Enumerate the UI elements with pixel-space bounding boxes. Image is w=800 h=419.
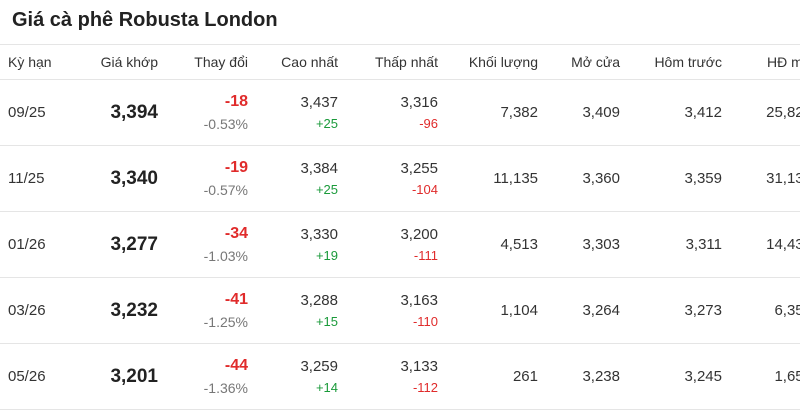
price-value: 3,394 bbox=[110, 101, 158, 123]
oi-cell: 1,657 bbox=[730, 343, 800, 410]
header-change: Thay đổi bbox=[166, 44, 256, 80]
table-header: Kỳ hạn Giá khớp Thay đổi Cao nhất Thấp n… bbox=[0, 44, 800, 80]
change-percent: -1.36% bbox=[203, 379, 248, 396]
price-table: Kỳ hạn Giá khớp Thay đổi Cao nhất Thấp n… bbox=[0, 44, 800, 410]
header-prev: Hôm trước bbox=[628, 44, 730, 80]
volume-cell: 7,382 bbox=[446, 79, 546, 146]
low-value: 3,200 bbox=[400, 225, 438, 243]
low-cell: 3,163 -110 bbox=[354, 290, 438, 332]
open-cell: 3,238 bbox=[546, 343, 628, 410]
header-oi: HĐ mở bbox=[730, 44, 800, 80]
high-value: 3,384 bbox=[300, 159, 338, 177]
high-cell: 3,288 +15 bbox=[264, 290, 338, 332]
term-cell: 03/26 bbox=[0, 277, 80, 344]
high-cell: 3,259 +14 bbox=[264, 356, 338, 398]
low-cell: 3,255 -104 bbox=[354, 158, 438, 200]
open-cell: 3,264 bbox=[546, 277, 628, 344]
low-value: 3,255 bbox=[400, 159, 438, 177]
volume-cell: 11,135 bbox=[446, 145, 546, 212]
volume-cell: 1,104 bbox=[446, 277, 546, 344]
change-value: -19 bbox=[224, 158, 248, 176]
low-value: 3,133 bbox=[400, 357, 438, 375]
price-value: 3,277 bbox=[110, 233, 158, 255]
header-price: Giá khớp bbox=[80, 44, 166, 80]
prev-cell: 3,311 bbox=[628, 211, 730, 278]
volume-cell: 4,513 bbox=[446, 211, 546, 278]
table-row: 05/26 3,201 -44 -1.36% 3,259 +14 3,133 -… bbox=[0, 343, 800, 410]
low-diff: -112 bbox=[412, 379, 438, 395]
high-value: 3,288 bbox=[300, 291, 338, 309]
low-cell: 3,133 -112 bbox=[354, 356, 438, 398]
low-cell: 3,316 -96 bbox=[354, 92, 438, 134]
header-volume: Khối lượng bbox=[446, 44, 546, 80]
high-cell: 3,384 +25 bbox=[264, 158, 338, 200]
term-cell: 05/26 bbox=[0, 343, 80, 410]
high-value: 3,259 bbox=[300, 357, 338, 375]
header-term: Kỳ hạn bbox=[0, 44, 80, 80]
high-cell: 3,437 +25 bbox=[264, 92, 338, 134]
open-cell: 3,409 bbox=[546, 79, 628, 146]
prev-cell: 3,359 bbox=[628, 145, 730, 212]
change-value: -18 bbox=[224, 92, 248, 110]
term-cell: 01/26 bbox=[0, 211, 80, 278]
change-cell: -19 -0.57% bbox=[174, 157, 248, 201]
table-row: 11/25 3,340 -19 -0.57% 3,384 +25 3,255 -… bbox=[0, 145, 800, 212]
high-diff: +19 bbox=[315, 247, 338, 263]
prev-cell: 3,412 bbox=[628, 79, 730, 146]
low-value: 3,163 bbox=[400, 291, 438, 309]
change-value: -41 bbox=[224, 290, 248, 308]
change-percent: -1.03% bbox=[203, 247, 248, 264]
header-open: Mở cửa bbox=[546, 44, 628, 80]
header-high: Cao nhất bbox=[256, 44, 346, 80]
header-row: Kỳ hạn Giá khớp Thay đổi Cao nhất Thấp n… bbox=[0, 44, 800, 80]
change-cell: -34 -1.03% bbox=[174, 223, 248, 267]
high-cell: 3,330 +19 bbox=[264, 224, 338, 266]
low-diff: -111 bbox=[413, 247, 438, 263]
low-diff: -96 bbox=[419, 115, 438, 131]
oi-cell: 31,136 bbox=[730, 145, 800, 212]
low-diff: -104 bbox=[411, 181, 438, 197]
low-value: 3,316 bbox=[400, 93, 438, 111]
table-row: 09/25 3,394 -18 -0.53% 3,437 +25 3,316 -… bbox=[0, 79, 800, 146]
high-diff: +25 bbox=[315, 115, 338, 131]
volume-cell: 261 bbox=[446, 343, 546, 410]
change-cell: -18 -0.53% bbox=[174, 91, 248, 135]
oi-cell: 6,353 bbox=[730, 277, 800, 344]
price-value: 3,340 bbox=[110, 167, 158, 189]
price-value: 3,201 bbox=[110, 365, 158, 387]
change-cell: -44 -1.36% bbox=[174, 355, 248, 399]
change-percent: -0.57% bbox=[203, 181, 248, 198]
change-value: -44 bbox=[224, 356, 248, 374]
low-diff: -110 bbox=[412, 313, 438, 329]
low-cell: 3,200 -111 bbox=[354, 224, 438, 266]
oi-cell: 14,438 bbox=[730, 211, 800, 278]
table-row: 03/26 3,232 -41 -1.25% 3,288 +15 3,163 -… bbox=[0, 277, 800, 344]
table-body: 09/25 3,394 -18 -0.53% 3,437 +25 3,316 -… bbox=[0, 79, 800, 410]
change-percent: -1.25% bbox=[203, 313, 248, 330]
change-percent: -0.53% bbox=[203, 115, 248, 132]
high-diff: +25 bbox=[315, 181, 338, 197]
high-diff: +14 bbox=[315, 379, 338, 395]
change-cell: -41 -1.25% bbox=[174, 289, 248, 333]
high-value: 3,330 bbox=[300, 225, 338, 243]
table-row: 01/26 3,277 -34 -1.03% 3,330 +19 3,200 -… bbox=[0, 211, 800, 278]
open-cell: 3,360 bbox=[546, 145, 628, 212]
prev-cell: 3,273 bbox=[628, 277, 730, 344]
high-value: 3,437 bbox=[300, 93, 338, 111]
prev-cell: 3,245 bbox=[628, 343, 730, 410]
open-cell: 3,303 bbox=[546, 211, 628, 278]
term-cell: 11/25 bbox=[0, 145, 80, 212]
oi-cell: 25,827 bbox=[730, 79, 800, 146]
change-value: -34 bbox=[224, 224, 248, 242]
header-low: Thấp nhất bbox=[346, 44, 446, 80]
page-title: Giá cà phê Robusta London bbox=[12, 9, 278, 31]
term-cell: 09/25 bbox=[0, 79, 80, 146]
high-diff: +15 bbox=[315, 313, 338, 329]
price-value: 3,232 bbox=[110, 299, 158, 321]
